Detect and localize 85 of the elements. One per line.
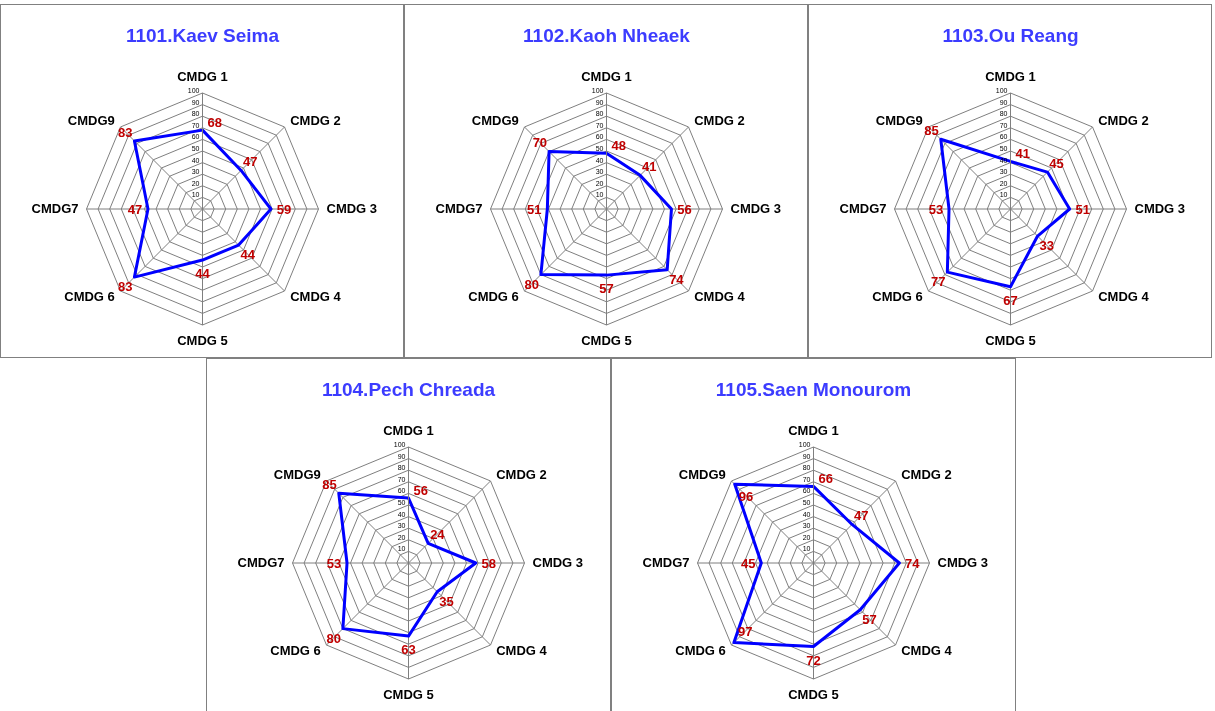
spoke-label: CMDG 1 [581, 69, 632, 84]
data-label: 45 [741, 556, 756, 571]
spoke-label: CMDG 1 [985, 69, 1036, 84]
spoke-label: CMDG 4 [290, 288, 342, 304]
data-label: 48 [611, 138, 626, 154]
data-label: 74 [669, 271, 685, 287]
spoke-label: CMDG 3 [730, 201, 782, 216]
data-label: 83 [117, 124, 133, 140]
data-label: 97 [738, 624, 753, 640]
spoke-label: CMDG 6 [872, 288, 923, 304]
spoke-label: CMDG9 [273, 467, 321, 483]
data-label: 47 [243, 154, 258, 170]
spoke-label: CMDG9 [678, 467, 726, 483]
spoke-label: CMDG 6 [64, 288, 115, 304]
chart-title: 1103.Ou Reang [941, 25, 1080, 47]
spoke-label: CMDG 5 [581, 333, 632, 348]
chart-title: 1101.Kaev Seima [124, 25, 281, 47]
data-label: 51 [1075, 202, 1090, 217]
data-label: 77 [930, 274, 946, 290]
data-label: 53 [928, 202, 944, 217]
spoke-label: CMDG9 [471, 113, 519, 129]
spoke-label: CMDG9 [67, 113, 115, 129]
data-label: 45 [1049, 155, 1064, 171]
spoke-label: CMDG 5 [788, 687, 839, 702]
spoke-label: CMDG 3 [1134, 201, 1186, 216]
spoke-label: CMDG 5 [985, 333, 1036, 348]
data-label: 33 [1039, 238, 1054, 254]
chart-title: 1105.Saen Monourom [714, 379, 913, 401]
spoke-label: CMDG 4 [496, 642, 548, 658]
data-label: 67 [1003, 292, 1018, 308]
spoke-label: CMDG 5 [177, 333, 228, 348]
data-label: 66 [818, 471, 833, 487]
spoke-label: CMDG 2 [290, 113, 341, 129]
data-label: 58 [481, 556, 497, 571]
data-label: 47 [854, 508, 869, 524]
spoke-label: CMDG 5 [383, 687, 434, 702]
chart-title: 1102.Kaoh Nheaek [522, 25, 691, 47]
spoke-label: CMDG 2 [694, 113, 745, 129]
data-label: 85 [322, 477, 337, 493]
spoke-label: CMDG 4 [1098, 288, 1150, 304]
spoke-label: CMDG 6 [675, 642, 726, 658]
data-label: 96 [738, 488, 754, 504]
data-label: 51 [527, 202, 542, 217]
data-label: 56 [413, 483, 428, 499]
data-label: 74 [905, 556, 921, 571]
data-label: 56 [677, 202, 692, 217]
data-label: 80 [326, 630, 341, 646]
spoke-label: CMDG 1 [788, 423, 839, 438]
data-label: 59 [276, 202, 292, 217]
spoke-label: CMDG9 [875, 113, 923, 129]
data-label: 63 [401, 642, 416, 658]
data-label: 53 [326, 556, 342, 571]
spoke-label: CMDG 1 [177, 69, 228, 84]
spoke-label: CMDG 2 [496, 467, 547, 483]
chart-title: 1104.Pech Chreada [320, 379, 497, 401]
spoke-label: CMDG 4 [694, 288, 746, 304]
data-label: 85 [924, 123, 939, 139]
data-label: 72 [806, 652, 821, 668]
data-label: 83 [117, 279, 133, 295]
spoke-label: CMDG 3 [326, 201, 378, 216]
data-label: 41 [642, 159, 657, 175]
data-label: 70 [532, 135, 548, 151]
spoke-label: CMDG 3 [937, 555, 989, 570]
data-label: 44 [195, 266, 211, 282]
data-label: 47 [127, 202, 143, 217]
data-label: 68 [207, 115, 222, 131]
spoke-label: CMDG7 [839, 201, 887, 216]
spoke-label: CMDG7 [237, 555, 285, 570]
spoke-label: CMDG7 [31, 201, 79, 216]
data-label: 24 [430, 527, 446, 543]
spoke-label: CMDG7 [642, 555, 690, 570]
data-label: 35 [439, 593, 454, 609]
data-label: 57 [599, 281, 614, 297]
data-label: 41 [1015, 146, 1030, 162]
spoke-label: CMDG 2 [1098, 113, 1149, 129]
data-label: 44 [240, 247, 256, 263]
spoke-label: CMDG 6 [270, 642, 321, 658]
data-label: 57 [862, 611, 877, 627]
spoke-label: CMDG7 [435, 201, 483, 216]
spoke-label: CMDG 1 [383, 423, 434, 438]
data-label: 80 [524, 276, 539, 292]
spoke-label: CMDG 4 [901, 642, 953, 658]
spoke-label: CMDG 6 [468, 288, 519, 304]
spoke-label: CMDG 2 [901, 467, 952, 483]
spoke-label: CMDG 3 [532, 555, 584, 570]
